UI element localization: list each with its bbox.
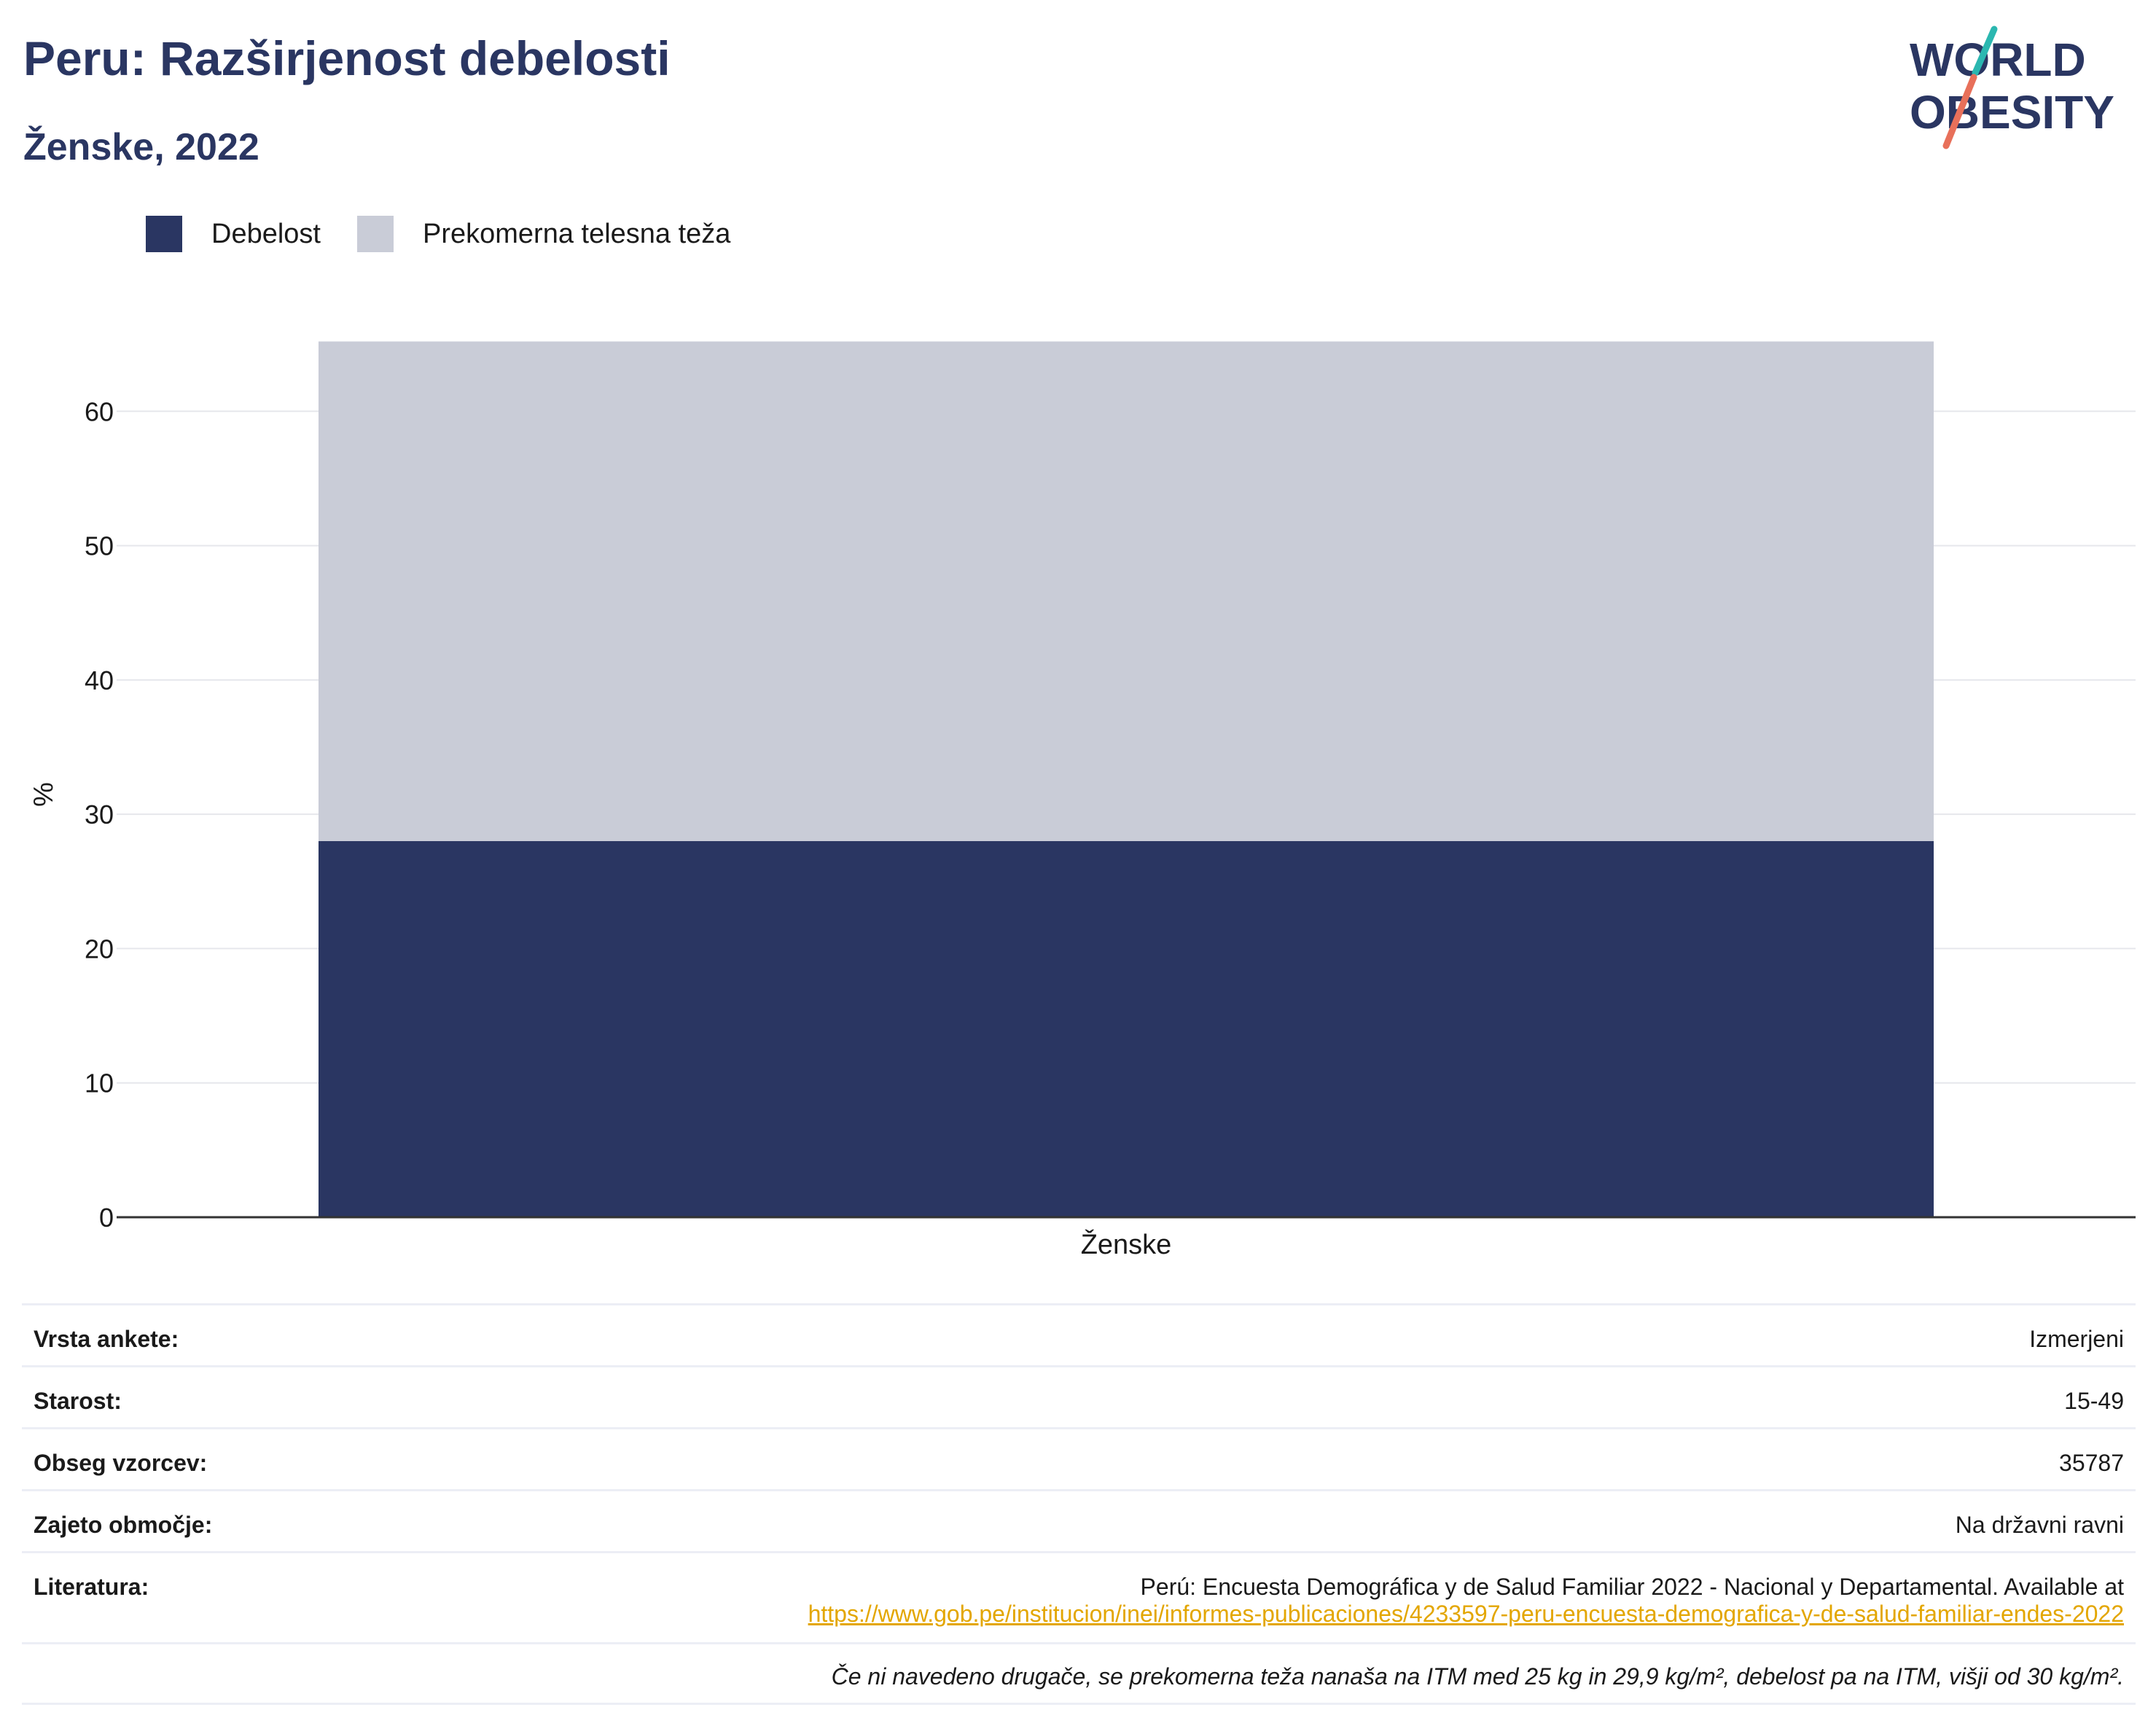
bar-obesity[interactable]: [319, 841, 1934, 1217]
info-row-age: Starost: 15-49: [22, 1365, 2136, 1427]
info-row-coverage: Zajeto območje: Na državni ravni: [22, 1489, 2136, 1551]
y-tick-label: 40: [85, 665, 114, 695]
y-tick-label: 50: [85, 531, 114, 561]
literature-text: Perú: Encuesta Demográfica y de Salud Fa…: [1140, 1574, 2124, 1600]
y-tick-label: 20: [85, 934, 114, 964]
info-value-literature: Perú: Encuesta Demográfica y de Salud Fa…: [808, 1574, 2124, 1628]
info-label-age: Starost:: [34, 1388, 122, 1414]
literature-link[interactable]: https://www.gob.pe/institucion/inei/info…: [808, 1601, 2124, 1627]
chart-axes: 0 10 20 30 40 50 60 Ženske: [85, 397, 2136, 1260]
bar-chart: 0 10 20 30 40 50 60 Ženske %: [28, 341, 2136, 1260]
info-value-sample-size: 35787: [2059, 1450, 2124, 1476]
definition-note: Če ni navedeno drugače, se prekomerna te…: [22, 1642, 2136, 1705]
logo-slash-top: [1972, 26, 1998, 77]
y-tick-label: 30: [85, 800, 114, 829]
chart-bars: [319, 341, 1934, 1217]
y-axis-label: %: [28, 782, 59, 807]
logo-text-world: WORLD: [1910, 34, 2086, 86]
info-row-sample-size: Obseg vzorcev: 35787: [22, 1427, 2136, 1489]
page-subtitle: Ženske, 2022: [23, 126, 259, 168]
bar-overweight[interactable]: [319, 341, 1934, 841]
legend-item-obesity[interactable]: Debelost: [146, 216, 321, 252]
info-label-survey-type: Vrsta ankete:: [34, 1326, 179, 1352]
legend-swatch-obesity: [146, 216, 182, 252]
legend-label-overweight: Prekomerna telesna teža: [422, 218, 731, 249]
info-row-survey-type: Vrsta ankete: Izmerjeni: [22, 1303, 2136, 1365]
y-tick-label: 10: [85, 1069, 114, 1098]
world-obesity-logo: WORLD OBESITY: [1910, 26, 2114, 149]
page-title: Peru: Razširjenost debelosti: [23, 31, 671, 85]
survey-info-table: Vrsta ankete: Izmerjeni Starost: 15-49 O…: [22, 1303, 2136, 1705]
logo-slash-bottom: [1942, 74, 1977, 149]
info-value-age: 15-49: [2064, 1388, 2124, 1414]
info-label-literature: Literatura:: [34, 1574, 149, 1600]
info-label-coverage: Zajeto območje:: [34, 1512, 213, 1538]
legend-swatch-overweight: [356, 216, 394, 252]
legend-item-overweight[interactable]: Prekomerna telesna teža: [356, 216, 731, 252]
info-value-coverage: Na državni ravni: [1955, 1512, 2124, 1538]
info-row-literature: Literatura: Perú: Encuesta Demográfica y…: [22, 1551, 2136, 1642]
info-value-survey-type: Izmerjeni: [2029, 1326, 2124, 1352]
chart-legend: Debelost Prekomerna telesna teža: [146, 216, 767, 252]
info-label-sample-size: Obseg vzorcev:: [34, 1450, 208, 1476]
y-tick-label: 0: [99, 1203, 114, 1233]
y-tick-label: 60: [85, 397, 114, 426]
legend-label-obesity: Debelost: [211, 218, 321, 249]
x-tick-label: Ženske: [1081, 1229, 1172, 1260]
logo-text-obesity: OBESITY: [1910, 86, 2114, 138]
